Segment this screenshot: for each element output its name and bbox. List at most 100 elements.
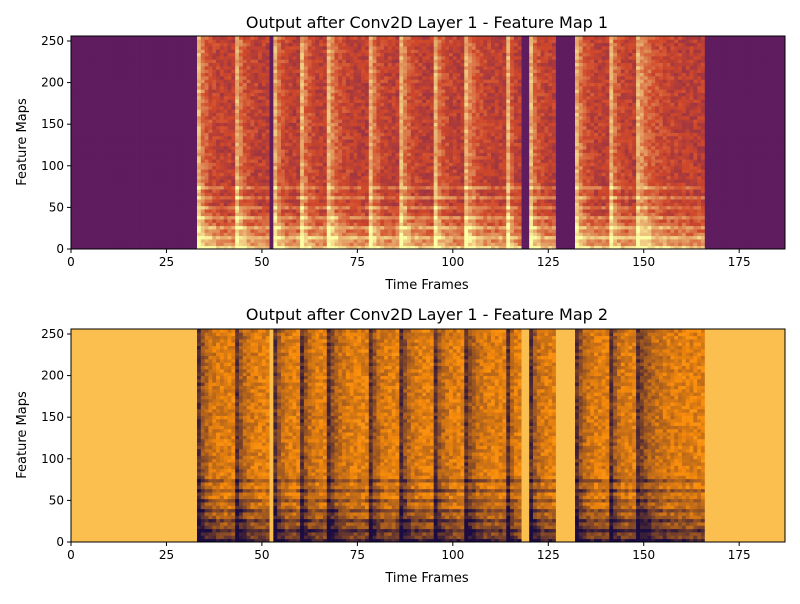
- heatmap-cell: [246, 112, 251, 117]
- heatmap-cell: [345, 115, 351, 120]
- heatmap-cell: [185, 212, 190, 217]
- heatmap-cell: [315, 139, 320, 143]
- heatmap-cell: [116, 205, 122, 210]
- heatmap-cell: [323, 55, 328, 60]
- heatmap-cell: [128, 219, 133, 223]
- heatmap-cell: [109, 115, 114, 120]
- heatmap-cell: [120, 172, 125, 177]
- heatmap-cell: [345, 215, 351, 220]
- heatmap-cell: [204, 225, 209, 230]
- heatmap-cell: [189, 102, 194, 107]
- heatmap-cell: [319, 112, 324, 117]
- heatmap-cell: [303, 195, 309, 200]
- heatmap-cell: [174, 112, 179, 117]
- heatmap-cell: [204, 152, 209, 157]
- heatmap-cell: [166, 72, 171, 77]
- heatmap-cell: [74, 55, 80, 60]
- heatmap-cell: [105, 89, 110, 93]
- heatmap-cell: [315, 99, 320, 103]
- heatmap-cell: [361, 55, 366, 60]
- heatmap-cell: [246, 49, 251, 54]
- heatmap-cell: [330, 159, 335, 163]
- heatmap-cell: [258, 112, 263, 117]
- heatmap-cell: [258, 115, 263, 120]
- heatmap-cell: [143, 122, 148, 127]
- heatmap-cell: [71, 189, 76, 193]
- heatmap-cell: [82, 225, 87, 230]
- heatmap-cell: [227, 45, 232, 50]
- heatmap-cell: [349, 75, 354, 80]
- heatmap-cell: [174, 155, 179, 160]
- heatmap-cell: [326, 69, 332, 74]
- heatmap-cell: [105, 155, 110, 160]
- heatmap-cell: [158, 125, 164, 130]
- heatmap-cell: [97, 105, 102, 110]
- heatmap-cell: [300, 145, 305, 150]
- heatmap-cell: [189, 242, 194, 247]
- heatmap-cell: [365, 39, 370, 44]
- heatmap-cell: [330, 36, 335, 40]
- heatmap-cell: [128, 185, 133, 190]
- heatmap-cell: [315, 149, 320, 153]
- heatmap-cell: [113, 95, 118, 100]
- heatmap-cell: [71, 115, 76, 120]
- heatmap-cell: [197, 162, 202, 167]
- heatmap-cell: [288, 179, 293, 183]
- heatmap-cell: [139, 195, 144, 200]
- heatmap-cell: [288, 112, 293, 117]
- heatmap-cell: [97, 179, 102, 183]
- heatmap-cell: [74, 65, 80, 70]
- heatmap-cell: [353, 125, 358, 130]
- heatmap-cell: [265, 212, 270, 217]
- heatmap-cell: [166, 122, 171, 127]
- heatmap-cell: [219, 175, 225, 180]
- heatmap-cell: [269, 155, 274, 160]
- heatmap-cell: [273, 202, 278, 207]
- heatmap-cell: [269, 109, 274, 113]
- heatmap-cell: [277, 209, 282, 213]
- heatmap-cell: [204, 162, 209, 167]
- heatmap-cell: [208, 192, 213, 197]
- heatmap-cell: [288, 145, 293, 150]
- heatmap-cell: [219, 89, 225, 93]
- heatmap-cell: [139, 112, 144, 117]
- heatmap-cell: [319, 72, 324, 77]
- heatmap-cell: [71, 185, 76, 190]
- heatmap-cell: [181, 122, 186, 127]
- heatmap-cell: [185, 139, 190, 143]
- heatmap-cell: [128, 122, 133, 127]
- heatmap-cell: [323, 195, 328, 200]
- heatmap-cell: [219, 142, 225, 147]
- heatmap-cell: [189, 182, 194, 187]
- heatmap-cell: [170, 172, 175, 177]
- heatmap-cell: [365, 112, 370, 117]
- heatmap-cell: [254, 205, 259, 210]
- heatmap-cell: [269, 235, 274, 240]
- heatmap-cell: [349, 55, 354, 60]
- heatmap-cell: [258, 145, 263, 150]
- heatmap-cell: [124, 102, 129, 107]
- heatmap-cell: [338, 155, 343, 160]
- heatmap-cell: [269, 212, 274, 217]
- heatmap-cell: [338, 99, 343, 103]
- heatmap-cell: [200, 165, 206, 170]
- heatmap-cell: [200, 89, 206, 93]
- heatmap-cell: [181, 99, 186, 103]
- heatmap-cell: [300, 172, 305, 177]
- heatmap-cell: [307, 92, 312, 97]
- heatmap-cell: [326, 162, 332, 167]
- heatmap-cell: [155, 105, 160, 110]
- heatmap-cell: [353, 242, 358, 247]
- heatmap-cell: [181, 142, 186, 147]
- heatmap-cell: [193, 242, 198, 247]
- heatmap-cell: [277, 99, 282, 103]
- heatmap-cell: [90, 145, 95, 150]
- heatmap-cell: [181, 195, 186, 200]
- heatmap-cell: [296, 36, 301, 40]
- heatmap-cell: [78, 152, 83, 157]
- heatmap-cell: [132, 62, 137, 67]
- heatmap-cell: [323, 129, 328, 133]
- heatmap-cell: [166, 75, 171, 80]
- heatmap-cell: [300, 72, 305, 77]
- heatmap-cell: [204, 235, 209, 240]
